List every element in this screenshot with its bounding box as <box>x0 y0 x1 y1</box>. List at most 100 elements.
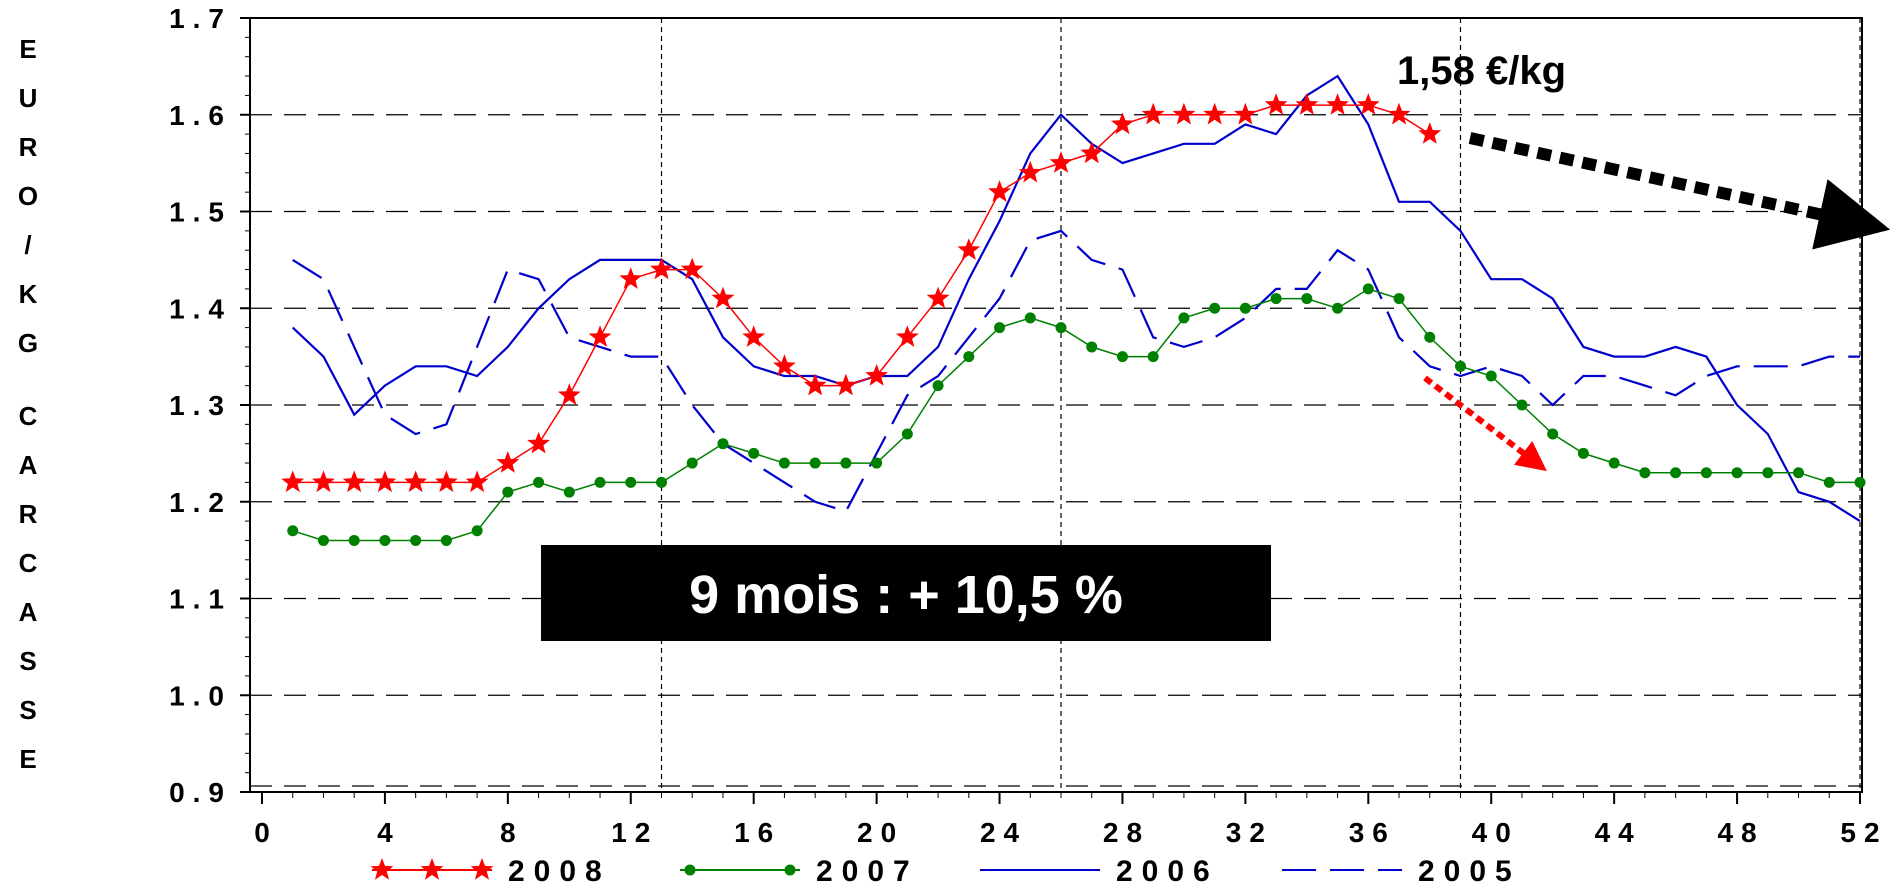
data-point-2007 <box>1209 302 1221 314</box>
data-point-2007 <box>686 457 698 469</box>
data-point-2007 <box>502 486 514 498</box>
data-point-2007 <box>994 322 1006 334</box>
data-point-2008 <box>465 470 489 493</box>
data-point-2008 <box>926 286 950 309</box>
data-point-2008 <box>1295 93 1319 115</box>
data-point-2007 <box>809 457 821 469</box>
data-point-2007 <box>1116 351 1128 363</box>
series-layer <box>281 74 1866 546</box>
legend-item-2007: 2007 <box>680 855 919 885</box>
data-point-2008 <box>988 180 1011 202</box>
legend-marker <box>420 858 444 880</box>
data-point-2007 <box>1700 467 1712 479</box>
y-axis-label-letter: S <box>19 695 36 725</box>
data-point-2008 <box>342 470 366 493</box>
y-axis-label-letter: E <box>19 744 36 774</box>
data-point-2007 <box>1608 457 1620 469</box>
data-point-2008 <box>711 286 735 309</box>
data-point-2008 <box>957 238 981 260</box>
data-point-2008 <box>1141 102 1165 125</box>
horizontal-gridlines <box>250 17 1862 787</box>
legend-label: 2007 <box>816 855 919 885</box>
data-point-2007 <box>440 534 452 546</box>
data-point-2008 <box>1080 141 1104 164</box>
data-point-2007 <box>1332 302 1344 314</box>
y-axis-label-letter: R <box>19 132 38 162</box>
x-tick-label: 40 <box>1472 817 1519 848</box>
data-point-2007 <box>1762 467 1774 479</box>
y-tick-label: 1.4 <box>169 293 232 324</box>
x-tick-label: 12 <box>611 817 658 848</box>
data-point-2008 <box>1203 102 1227 125</box>
y-axis-ticks: 0.9 1.0 1.1 1.2 1.3 1.4 1.5 1.6 1.7 <box>169 3 250 808</box>
data-point-2007 <box>410 534 422 546</box>
annotation-box-text: 9 mois : + 10,5 % <box>689 565 1123 625</box>
data-point-2007 <box>1731 467 1743 479</box>
y-axis-label-letter: S <box>19 646 36 676</box>
series-2006 <box>291 74 1861 523</box>
data-point-2007 <box>348 534 360 546</box>
data-point-2007 <box>471 525 483 537</box>
data-point-2008 <box>557 383 581 405</box>
data-point-2008 <box>742 325 766 347</box>
data-point-2007 <box>932 380 944 392</box>
data-point-2008 <box>496 451 520 473</box>
data-point-2007 <box>656 476 667 488</box>
black-trend-arrow <box>1468 132 1891 250</box>
data-point-2007 <box>287 525 299 537</box>
data-point-2007 <box>1086 341 1098 353</box>
data-point-2007 <box>717 438 729 450</box>
data-point-2008 <box>834 373 858 396</box>
y-tick-label: 1.2 <box>169 487 232 518</box>
price-annotation: 1,58 €/kg <box>1397 49 1566 93</box>
legend-label: 2006 <box>1116 855 1219 885</box>
data-point-2007 <box>1024 312 1036 324</box>
x-tick-label: 24 <box>980 817 1027 848</box>
data-point-2008 <box>1356 93 1380 115</box>
y-axis-label-letter: A <box>19 450 38 480</box>
series-line-2007 <box>292 288 1860 542</box>
data-point-2008 <box>650 257 673 280</box>
data-point-2007 <box>1854 476 1866 488</box>
data-point-2008 <box>803 373 827 396</box>
y-tick-label: 0.9 <box>169 777 232 808</box>
data-point-2007 <box>840 457 852 469</box>
y-axis-label-letter: U <box>19 83 38 113</box>
data-point-2007 <box>1178 312 1190 324</box>
data-point-2007 <box>317 534 329 546</box>
data-point-2008 <box>1234 102 1257 125</box>
data-point-2007 <box>533 476 545 488</box>
data-point-2008 <box>773 354 796 376</box>
y-tick-label: 1.7 <box>169 3 232 34</box>
x-tick-label: 4 <box>377 817 401 848</box>
x-tick-label: 48 <box>1717 817 1764 848</box>
y-axis-label-letter: C <box>19 401 38 431</box>
data-point-2008 <box>281 470 305 493</box>
x-tick-label: 16 <box>734 817 781 848</box>
y-axis-label-letter: / <box>24 230 31 260</box>
x-tick-label: 32 <box>1226 817 1273 848</box>
series-2007 <box>287 283 1866 546</box>
data-point-2007 <box>963 351 975 363</box>
data-point-2007 <box>1362 283 1374 295</box>
annotation-box: 9 mois : + 10,5 % <box>541 545 1271 641</box>
y-axis-label-letter: G <box>18 328 38 358</box>
data-point-2007 <box>1424 331 1436 343</box>
x-axis-ticks: 0 4 8 12 16 20 24 28 32 36 40 44 48 52 <box>254 792 1880 848</box>
data-point-2008 <box>435 470 458 493</box>
y-axis-label-letter: R <box>19 499 38 529</box>
x-tick-label: 36 <box>1349 817 1396 848</box>
data-point-2008 <box>619 267 643 289</box>
y-axis-label-letter: K <box>19 279 38 309</box>
data-point-2007 <box>1577 447 1589 459</box>
data-point-2008 <box>404 470 428 493</box>
legend-label: 2008 <box>508 855 611 885</box>
legend-marker <box>470 858 494 880</box>
data-point-2007 <box>1485 370 1497 382</box>
data-point-2008 <box>373 470 397 493</box>
data-point-2008 <box>895 325 919 347</box>
data-point-2007 <box>1270 293 1282 305</box>
